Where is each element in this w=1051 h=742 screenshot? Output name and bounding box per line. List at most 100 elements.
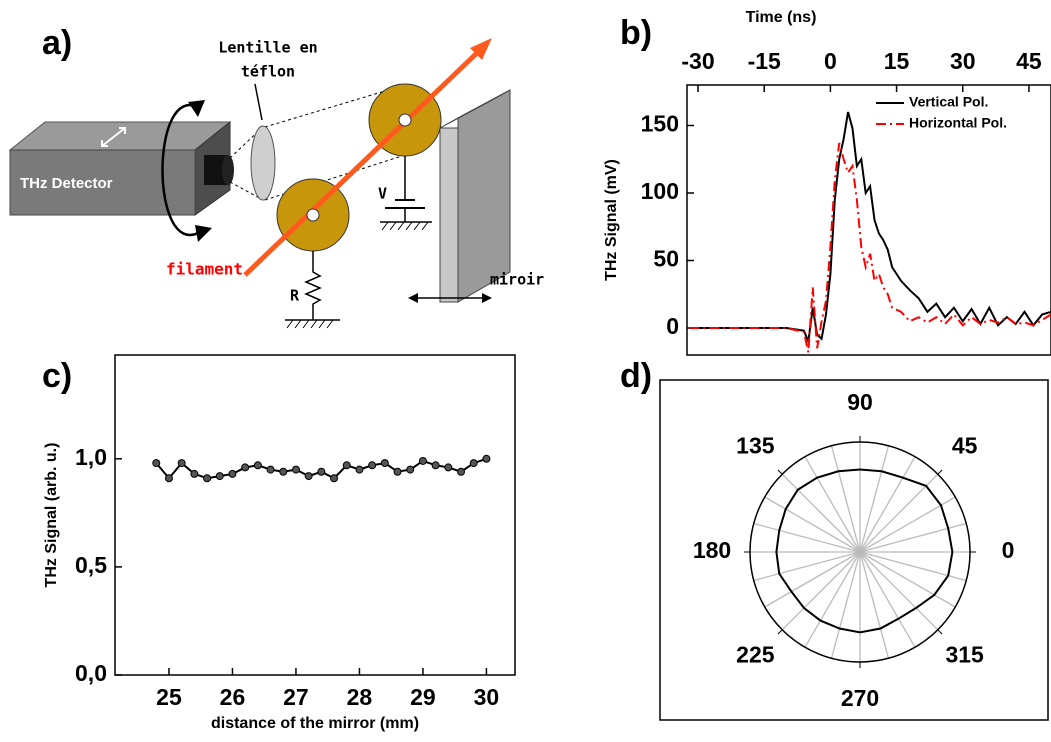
y-tick-label: 0 [666, 313, 679, 339]
rotation-arrow-head [195, 225, 212, 242]
filament-label: filament [166, 260, 243, 279]
x-axis-title: Time (ns) [746, 9, 817, 26]
detector-arrow-head [119, 127, 126, 134]
y-tick-label: 100 [641, 178, 679, 204]
y-tick-label: 1,0 [75, 444, 107, 470]
plot-frame [659, 379, 1049, 721]
series-line [689, 111, 1051, 346]
resistor-label: R [290, 287, 300, 305]
angle-label: 90 [847, 389, 873, 415]
polar-line [775, 468, 954, 634]
x-tick-label: 29 [410, 684, 436, 710]
angle-tick [777, 469, 783, 475]
data-point [380, 459, 389, 468]
plot-area [689, 111, 1051, 353]
angle-label: 0 [1002, 537, 1015, 563]
spoke [804, 551, 861, 648]
panel-label: a) [42, 24, 72, 62]
plot-area [152, 454, 491, 483]
data-point [190, 469, 199, 478]
detector-nozzle-end [222, 155, 234, 185]
spoke [781, 551, 861, 631]
data-point [203, 474, 212, 483]
diagram: a) THz Detector Lentille en téflon miroi… [8, 24, 544, 329]
line-chart: 0 50 100 150 -30 -15 0 15 30 45 Time (ns) THz Signa… [603, 9, 1051, 356]
data-point [482, 454, 491, 463]
angle-tick [937, 469, 943, 475]
detector-arrow [101, 127, 126, 147]
data-point [177, 459, 186, 468]
spoke [859, 551, 916, 648]
y-tick-label: 50 [653, 246, 679, 272]
data-point [330, 474, 339, 483]
rotation-arrow [161, 103, 201, 237]
data-point [279, 467, 288, 476]
angle-tick [937, 629, 943, 635]
voltage-label: V [378, 185, 387, 203]
spoke [859, 551, 939, 631]
filament-head [470, 38, 492, 60]
detector-top [8, 121, 232, 151]
x-tick-label: -30 [681, 48, 714, 74]
data-point [444, 463, 453, 472]
line-chart: 0,0 0,5 1,0 25 26 27 28 29 30 distance of the mir… [43, 354, 516, 732]
data-point [304, 472, 313, 481]
x-tick-label: 26 [220, 684, 246, 710]
data-point [393, 467, 402, 476]
y-axis-title: THz Signal (mV) [603, 159, 620, 281]
x-tick-label: 27 [283, 684, 309, 710]
spoke [764, 551, 861, 608]
data-point [342, 461, 351, 470]
lens-pointer [254, 83, 263, 121]
y-tick-label: 0,0 [75, 660, 107, 686]
angle-tick [777, 629, 783, 635]
mirror-label: miroir [490, 271, 544, 289]
y-axis-title: THz Signal (arb. u.) [43, 443, 60, 588]
y-tick-label: 150 [641, 111, 679, 137]
mirror-move-head [408, 293, 418, 303]
data-point [215, 472, 224, 481]
data-point [266, 465, 275, 474]
lens [250, 125, 276, 201]
angle-label: 225 [736, 642, 775, 668]
x-tick-label: -15 [748, 48, 781, 74]
angle-label: 270 [841, 685, 879, 711]
x-tick-label: 30 [474, 684, 500, 710]
angle-label: 180 [693, 537, 731, 563]
data-point [355, 465, 364, 474]
data-point [431, 461, 440, 470]
resistor [304, 251, 322, 320]
spoke [859, 445, 890, 553]
beam-edge [264, 87, 396, 128]
spoke [859, 551, 956, 608]
angle-label: 315 [945, 642, 984, 668]
spoke [859, 456, 916, 553]
data-point [291, 465, 300, 474]
data-point [253, 461, 262, 470]
electrode-hole [306, 208, 320, 222]
spoke [804, 456, 861, 553]
polar-chart: 0 45 90 135 180 225 270 315 [659, 379, 1049, 721]
x-tick-label: 15 [884, 48, 910, 74]
x-axis-title: distance of the mirror (mm) [211, 715, 419, 732]
spoke [859, 473, 939, 553]
x-tick-label: 25 [156, 684, 182, 710]
ground-hatch [381, 221, 429, 231]
legend-label: Vertical Pol. [909, 94, 988, 110]
y-tick-label: 0,5 [75, 552, 107, 578]
x-tick-label: 45 [1016, 48, 1042, 74]
data-point [152, 459, 161, 468]
spoke [753, 522, 861, 553]
plot-frame [686, 84, 1051, 356]
filament [243, 50, 480, 277]
data-point [228, 469, 237, 478]
spoke [753, 551, 861, 582]
spoke [859, 551, 890, 659]
legend-label: Horizontal Pol. [909, 115, 1007, 131]
mirror-edge [439, 127, 459, 303]
data-point [241, 463, 250, 472]
panel-label: d) [620, 357, 652, 395]
data-point [164, 474, 173, 483]
data-point [317, 467, 326, 476]
